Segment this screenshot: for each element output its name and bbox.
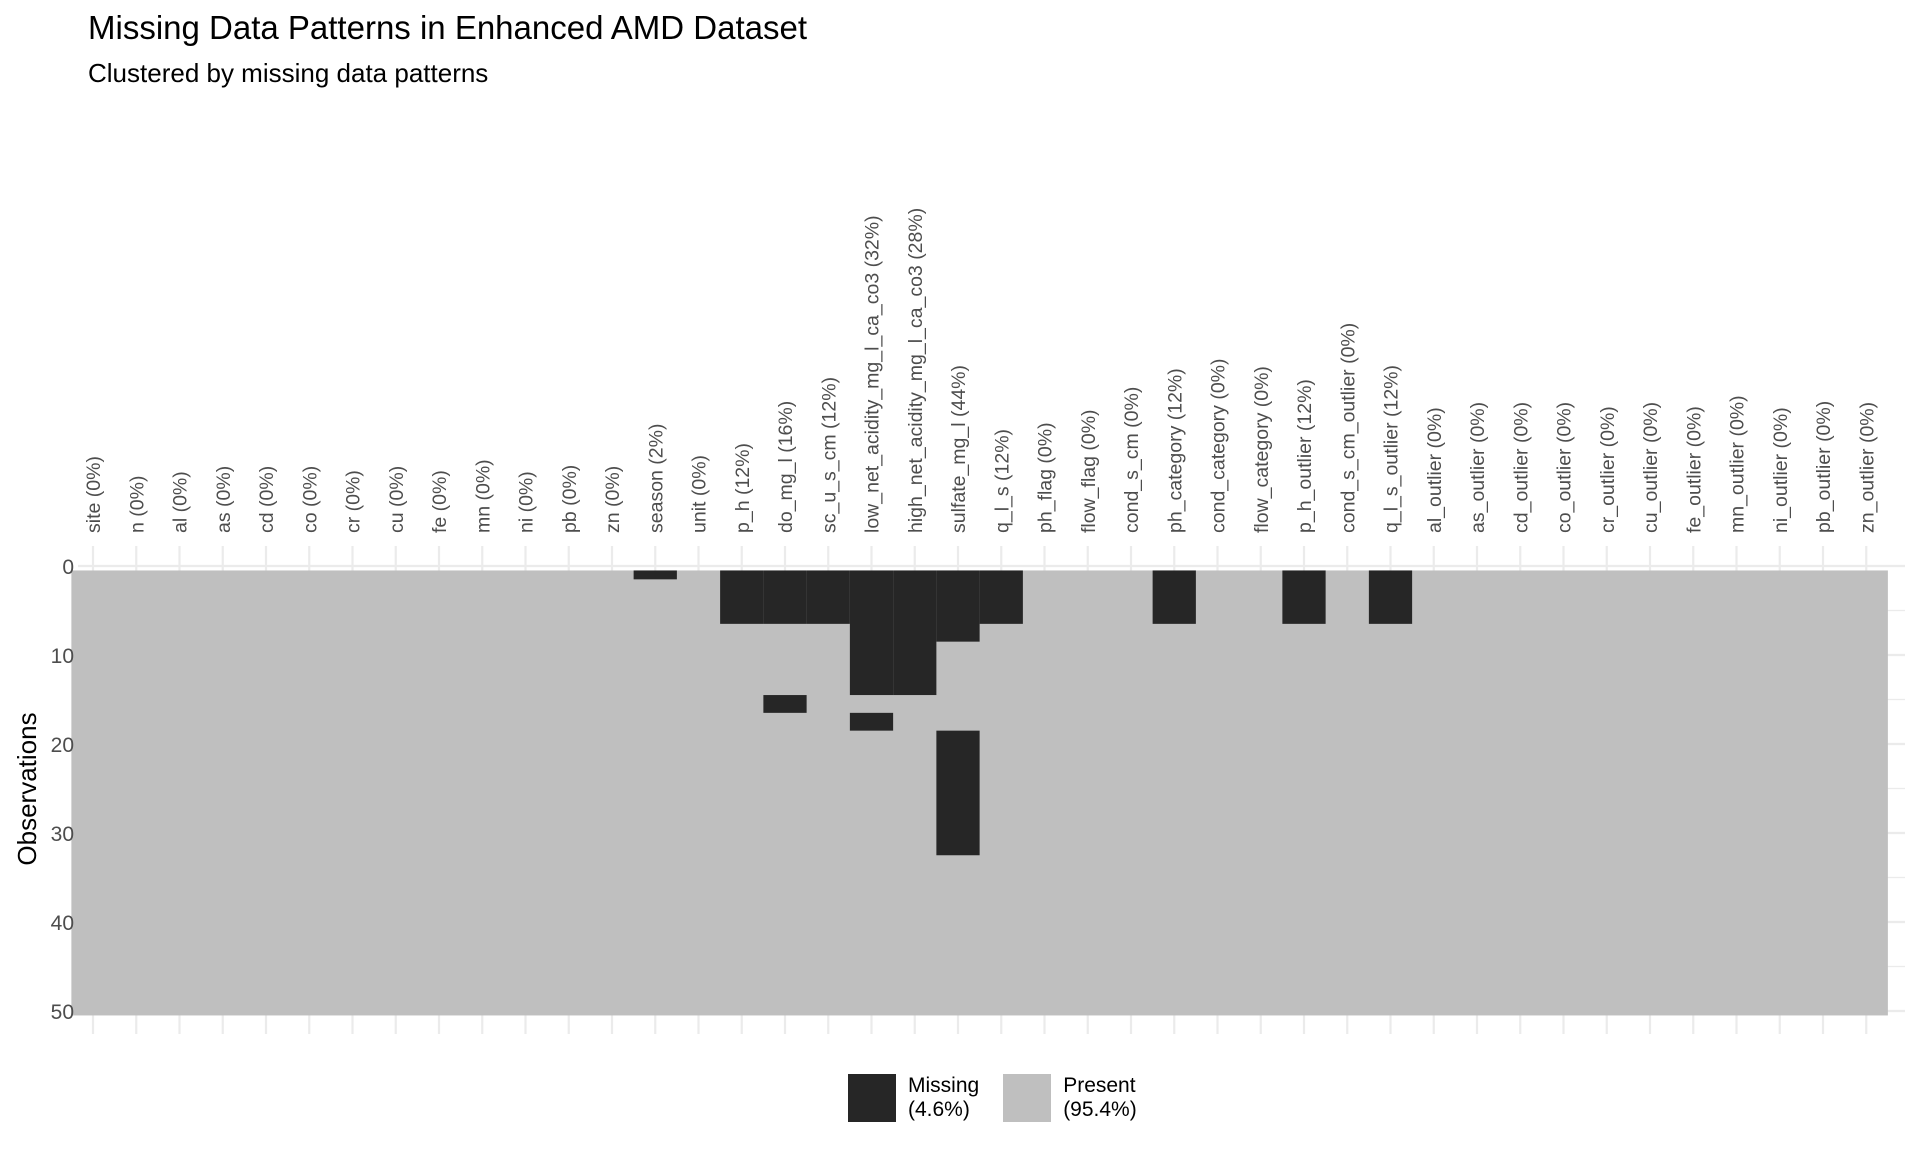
missing-cell-high-net-acidity-mg-l-ca-co3 [893, 570, 937, 696]
y-tick-label: 0 [62, 556, 74, 579]
legend-item-missing: Missing (4.6%) [848, 1074, 979, 1122]
missing-cell-p-h-outlier [1282, 570, 1326, 624]
legend-item-present: Present (95.4%) [1003, 1074, 1137, 1122]
column-label: ni (0%) [516, 471, 538, 533]
column-label: as (0%) [213, 466, 235, 533]
column-label: p_h_outlier (12%) [1294, 379, 1316, 533]
legend: Missing (4.6%) Present (95.4%) [848, 1074, 1137, 1122]
legend-pct-missing: (4.6%) [908, 1098, 970, 1121]
missing-cell-season [633, 570, 677, 580]
missing-cell-p-h [720, 570, 764, 624]
column-label: fe (0%) [429, 470, 451, 533]
missing-cell-sc-u-s-cm [806, 570, 850, 624]
column-label: pb (0%) [559, 465, 581, 533]
legend-label-present: Present [1063, 1074, 1136, 1097]
column-label: pb_outlier (0%) [1813, 401, 1835, 533]
legend-key-present [1003, 1074, 1052, 1122]
column-label: low_net_acidity_mg_l_ca_co3 (32%) [862, 215, 884, 533]
column-label: cu_outlier (0%) [1640, 402, 1662, 533]
legend-label-missing: Missing [908, 1074, 980, 1097]
legend-key-missing [848, 1074, 896, 1122]
column-label: cu (0%) [386, 466, 408, 533]
missing-cell-low-net-acidity-mg-l-ca-co3 [849, 570, 894, 696]
y-axis-ticks: 0 10 20 30 40 50 [51, 556, 74, 1024]
column-label: do_mg_l (16%) [775, 401, 797, 533]
column-label: ph_flag (0%) [1035, 422, 1057, 533]
column-label: co (0%) [299, 466, 321, 533]
y-tick-label: 40 [51, 912, 74, 935]
column-label: fe_outlier (0%) [1683, 406, 1705, 533]
column-label: p_h (12%) [732, 443, 754, 533]
column-label: sc_u_s_cm (12%) [818, 377, 840, 533]
column-labels: site (0%) n (0%) al (0%) as (0%) cd (0%) co (… [83, 208, 1878, 533]
missing-cell-ph-category [1152, 570, 1196, 624]
column-label: cond_s_cm (0%) [1121, 387, 1143, 533]
column-label: cond_s_cm_outlier (0%) [1337, 323, 1359, 533]
column-label: unit (0%) [689, 455, 711, 533]
missing-cell-do-mg-l [763, 570, 807, 624]
missing-cell-q-l-s [979, 570, 1023, 624]
column-label: cr (0%) [343, 470, 365, 533]
column-label: ni_outlier (0%) [1770, 407, 1792, 533]
missing-cell-do-mg-l [763, 695, 807, 713]
column-label: mn (0%) [472, 459, 494, 533]
column-label: zn (0%) [602, 466, 624, 533]
column-label: n (0%) [126, 476, 148, 533]
column-label: high_net_acidity_mg_l_ca_co3 (28%) [905, 208, 927, 533]
y-tick-label: 10 [51, 645, 74, 668]
column-label: cd_outlier (0%) [1510, 402, 1532, 533]
missing-cell-q-l-s-outlier [1368, 570, 1413, 624]
y-tick-label: 20 [51, 734, 74, 757]
column-label: as_outlier (0%) [1467, 402, 1489, 533]
missing-cell-sulfate-mg-l [936, 730, 980, 856]
column-label: mn_outlier (0%) [1727, 395, 1749, 533]
column-label: season (2%) [645, 424, 667, 533]
column-label: flow_flag (0%) [1078, 409, 1100, 533]
column-label: cond_category (0%) [1208, 358, 1230, 533]
column-label: q_l_s_outlier (12%) [1381, 365, 1403, 533]
chart-subtitle: Clustered by missing data patterns [88, 58, 489, 88]
column-label: cr_outlier (0%) [1597, 406, 1619, 533]
legend-pct-present: (95.4%) [1063, 1098, 1137, 1121]
missing-cell-sulfate-mg-l [936, 570, 980, 642]
column-label: zn_outlier (0%) [1856, 402, 1878, 533]
y-tick-label: 30 [51, 823, 74, 846]
column-label: al_outlier (0%) [1424, 407, 1446, 533]
y-axis-title: Observations [12, 712, 42, 865]
column-label: co_outlier (0%) [1554, 402, 1576, 533]
chart-title: Missing Data Patterns in Enhanced AMD Da… [88, 9, 808, 46]
column-label: sulfate_mg_l (44%) [948, 365, 970, 533]
column-label: q_l_s (12%) [991, 429, 1013, 533]
missing-cell-low-net-acidity-mg-l-ca-co3 [849, 712, 894, 731]
column-label: ph_category (12%) [1164, 368, 1186, 533]
column-label: al (0%) [170, 471, 192, 533]
column-label: site (0%) [83, 456, 105, 533]
y-tick-label: 50 [51, 1001, 74, 1024]
column-label: cd (0%) [256, 466, 278, 533]
cells-layer [71, 570, 1888, 1016]
column-label: flow_category (0%) [1251, 366, 1273, 533]
